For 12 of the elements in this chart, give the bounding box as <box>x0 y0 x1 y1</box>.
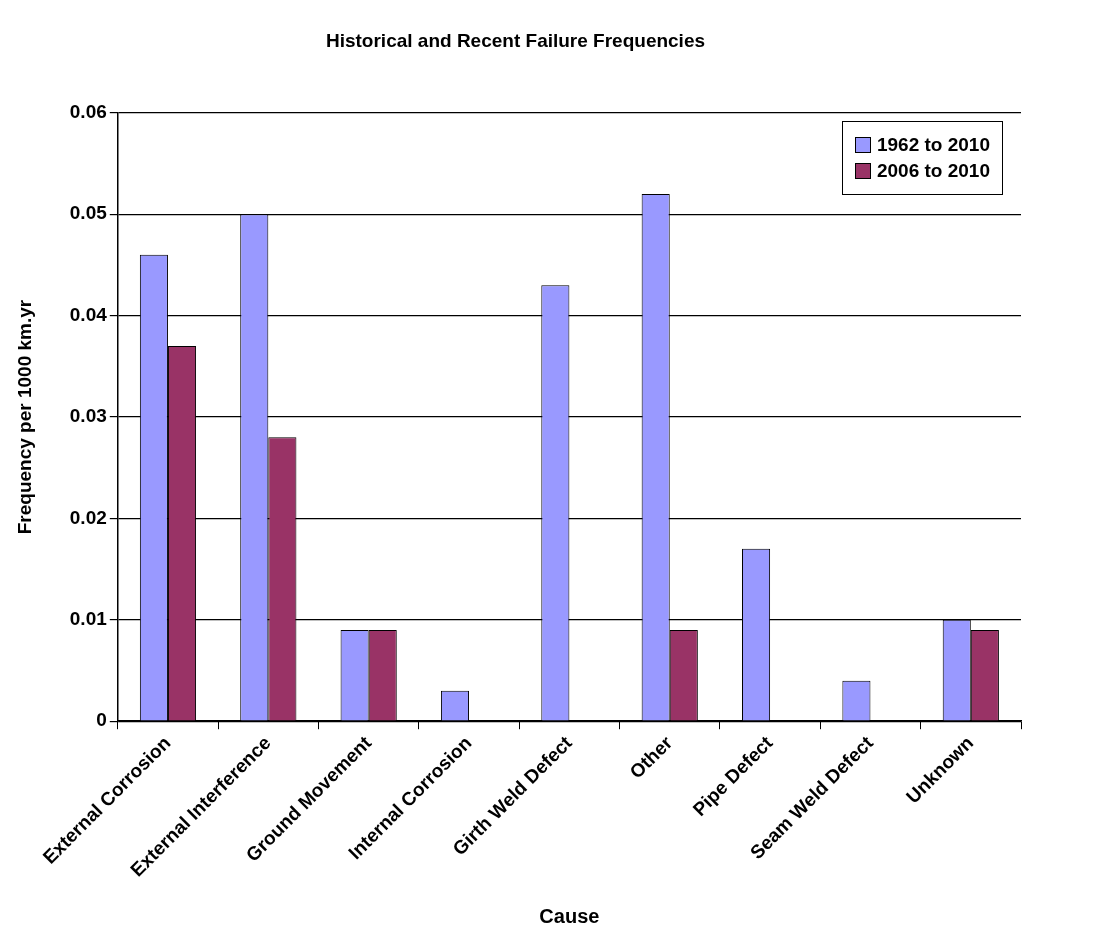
y-tick-label: 0.03 <box>69 405 107 427</box>
y-tick-label: 0.05 <box>69 202 108 224</box>
legend-label: 2006 to 2010 <box>876 159 990 182</box>
y-tick-label: 0.01 <box>69 608 108 630</box>
x-axis-title: Cause <box>539 904 600 927</box>
chart-title: Historical and Recent Failure Frequencies <box>325 29 706 51</box>
y-axis-title: Frequency per 1000 km.yr <box>13 299 35 535</box>
y-tick-label: 0.02 <box>69 506 107 528</box>
y-tick-label: 0.06 <box>69 101 107 123</box>
y-tick-label: 0 <box>96 709 107 731</box>
y-tick-label: 0.04 <box>69 303 108 325</box>
legend-label: 1962 to 2010 <box>876 133 990 156</box>
